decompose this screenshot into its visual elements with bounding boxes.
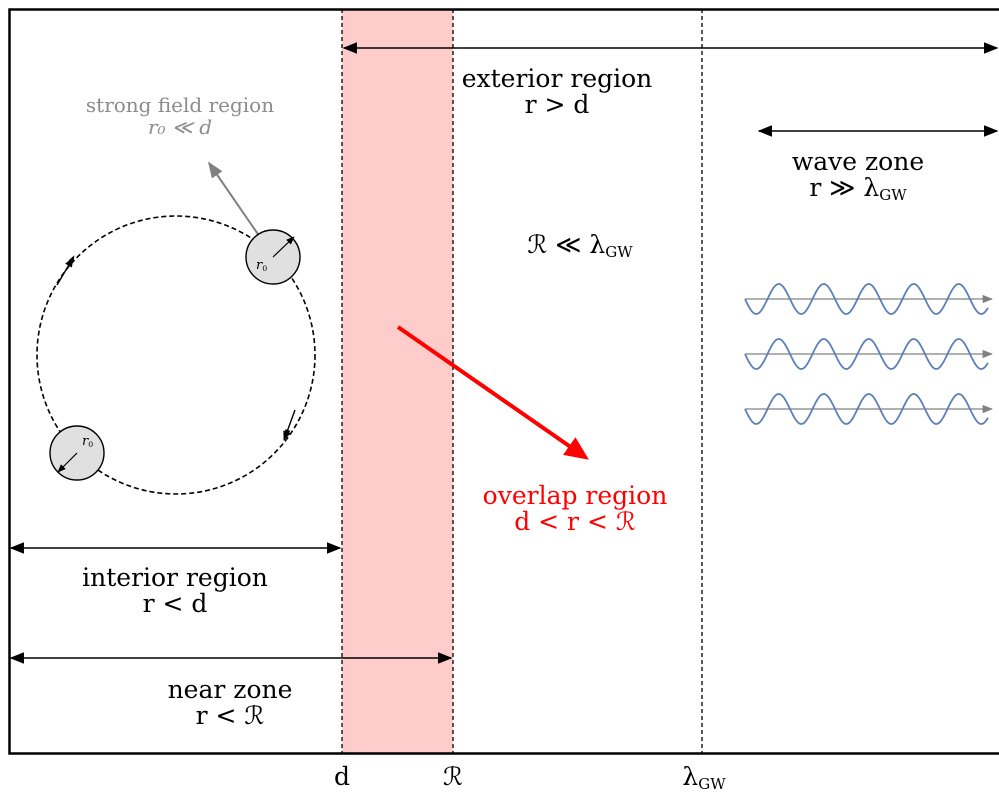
- strong-field-pointer: [208, 161, 263, 241]
- body-radius-label-lower: r0: [82, 434, 94, 449]
- wave-zone-title: wave zone: [791, 147, 925, 176]
- wave-zone-label: wave zone r ≫ λGW: [758, 149, 958, 208]
- interior-condition: r < d: [142, 589, 208, 618]
- exterior-condition: r > d: [524, 90, 590, 119]
- near-zone-label: near zone r < ℛ: [130, 677, 330, 729]
- strong-field-condition: r₀ ≪ d: [147, 115, 213, 139]
- orbit-direction-arrow: [56, 257, 74, 286]
- interior-title: interior region: [82, 563, 268, 592]
- wave-line: [744, 393, 989, 425]
- overlap-label: overlap region d < r < ℛ: [455, 483, 695, 535]
- condition-label: ℛ ≪ λGW: [490, 232, 670, 265]
- interior-label: interior region r < d: [60, 565, 290, 617]
- overlap-band: [342, 9, 453, 754]
- exterior-title: exterior region: [461, 64, 653, 93]
- orbit-circle: [36, 215, 316, 495]
- strong-field-label: strong field region r₀ ≪ d: [70, 94, 290, 138]
- near-zone-condition: r < ℛ: [195, 701, 265, 730]
- strong-field-title: strong field region: [85, 93, 275, 117]
- frame: [8, 8, 999, 755]
- body-radius-label-upper: r0: [256, 258, 268, 273]
- near-zone-title: near zone: [167, 675, 293, 704]
- condition-text: ℛ ≪ λGW: [527, 230, 633, 261]
- orbit-direction-arrow: [283, 409, 296, 441]
- axis-tick-R: ℛ: [443, 762, 463, 791]
- overlap-title: overlap region: [482, 481, 668, 510]
- axis-tick-d: d: [333, 762, 350, 791]
- wave-zone-condition: r ≫ λGW: [809, 173, 907, 204]
- radius-arrow: [272, 236, 295, 258]
- wave-line: [744, 338, 989, 370]
- overlap-pointer: [396, 325, 589, 460]
- overlap-condition: d < r < ℛ: [514, 507, 636, 536]
- wave-line: [744, 283, 989, 315]
- axis-tick-lambda: λGW: [682, 762, 726, 793]
- gravitational-waves: [744, 283, 994, 425]
- radius-arrow: [57, 452, 78, 473]
- exterior-label: exterior region r > d: [447, 66, 667, 118]
